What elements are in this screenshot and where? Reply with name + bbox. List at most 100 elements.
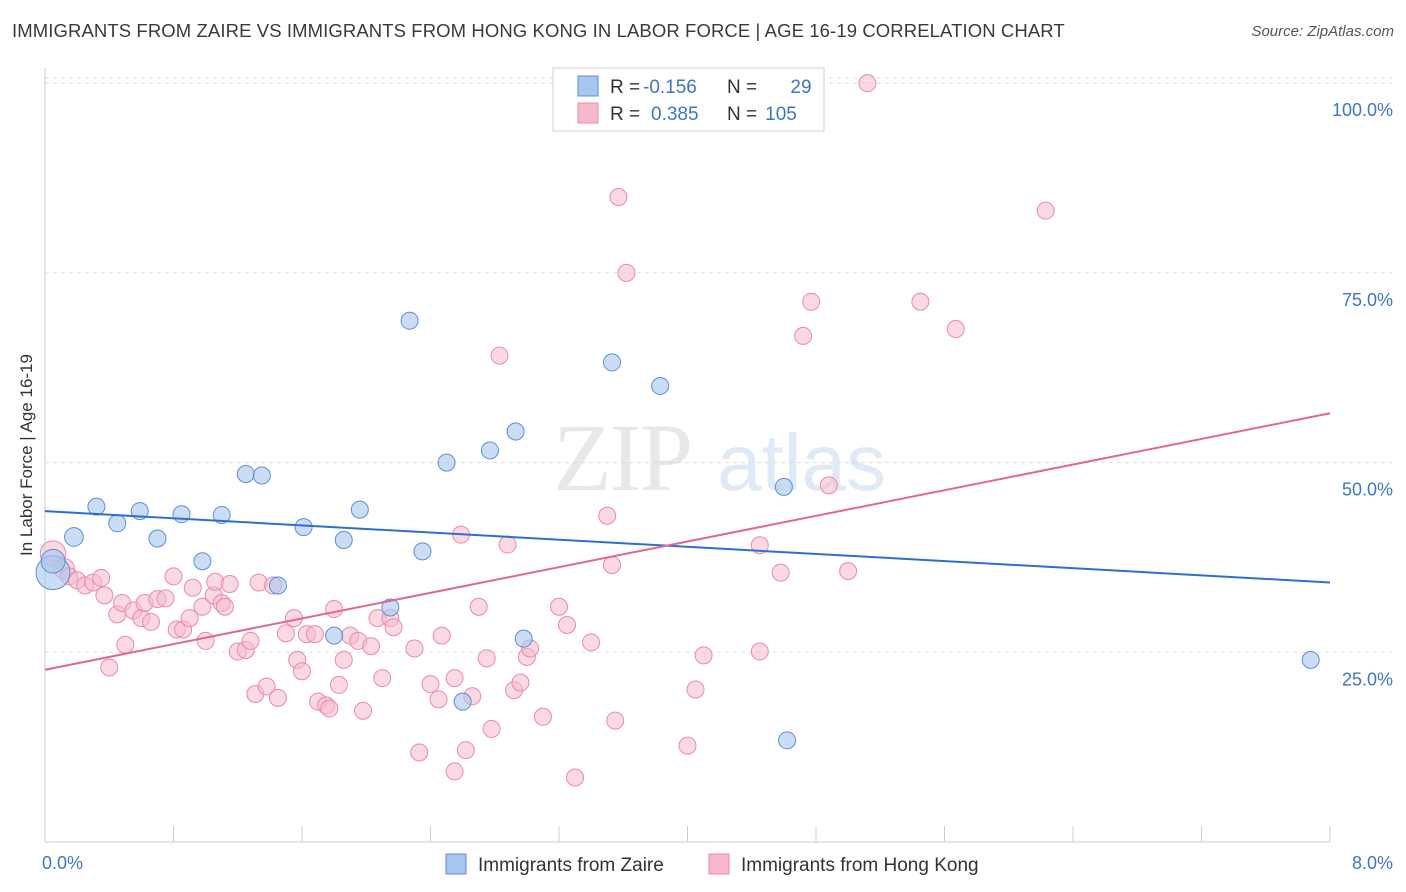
data-point-hk (558, 615, 577, 634)
data-point-zaire (480, 441, 499, 460)
legend-swatch-hk (577, 102, 599, 124)
data-point-hk (183, 578, 202, 597)
data-point-zaire (651, 376, 670, 395)
y-axis-label: In Labor Force | Age 16-19 (17, 354, 36, 556)
data-point-hk (92, 568, 111, 587)
data-point-hk (802, 292, 821, 311)
data-point-zaire (40, 548, 66, 574)
data-point-hk (241, 631, 260, 650)
data-point-zaire (64, 527, 84, 547)
legend-r-label-zaire: R = (610, 77, 640, 98)
data-point-hk (193, 597, 212, 616)
y-tick-label: 25.0% (1342, 669, 1393, 689)
data-point-hk (456, 741, 475, 760)
x-tick-label-min: 0.0% (42, 853, 83, 873)
data-point-hk (164, 567, 183, 586)
legend-r-value-zaire: -0.156 (643, 77, 697, 98)
legend-swatch-zaire (577, 75, 599, 97)
data-point-hk (410, 743, 429, 762)
bottom-legend-label-zaire: Immigrants from Zaire (478, 855, 664, 876)
data-point-hk (276, 624, 295, 643)
data-point-hk (445, 762, 464, 781)
data-point-hk (432, 626, 451, 645)
legend-r-label-hk: R = (610, 104, 640, 125)
data-point-zaire (325, 626, 344, 645)
data-point-hk (445, 669, 464, 688)
watermark-zip: ZIP (553, 404, 691, 511)
data-point-hk (750, 536, 769, 555)
data-point-zaire (268, 576, 287, 595)
data-point-hk (603, 556, 622, 575)
data-point-hk (498, 535, 517, 554)
bottom-legend-swatch-hk (708, 853, 730, 875)
data-point-hk (142, 612, 161, 631)
data-point-hk (257, 677, 276, 696)
data-point-hk (421, 675, 440, 694)
data-point-zaire (350, 500, 369, 519)
data-point-hk (268, 688, 287, 707)
y-tick-label: 100.0% (1332, 100, 1393, 120)
series-zaire-points (35, 311, 1320, 750)
data-point-hk (95, 586, 114, 605)
data-point-zaire (778, 731, 797, 750)
data-point-hk (156, 589, 175, 608)
data-point-hk (429, 690, 448, 709)
data-point-hk (839, 562, 858, 581)
data-point-hk (511, 673, 530, 692)
data-point-hk (566, 768, 585, 787)
data-point-hk (354, 701, 373, 720)
axes (44, 68, 1331, 843)
trend-line-hk (44, 412, 1331, 671)
data-point-hk (686, 680, 705, 699)
data-point-hk (609, 188, 628, 206)
data-point-hk (215, 597, 234, 616)
watermark-atlas: atlas (717, 418, 886, 507)
data-point-hk (320, 699, 339, 718)
legend-n-label-hk: N = (727, 104, 757, 125)
y-tick-labels: 25.0% 50.0% 75.0% 100.0% (1332, 100, 1393, 689)
data-point-zaire (294, 518, 313, 537)
data-point-hk (469, 597, 488, 616)
x-tick-label-max: 8.0% (1352, 853, 1393, 873)
data-point-hk (482, 719, 501, 738)
data-point-hk (305, 625, 324, 644)
data-point-hk (405, 639, 424, 658)
data-point-hk (329, 675, 348, 694)
data-point-hk (550, 597, 568, 616)
trend-lines (44, 412, 1331, 671)
data-point-zaire (381, 598, 400, 617)
legend-r-value-hk: 0.385 (651, 104, 699, 125)
series-hong-kong-points (39, 74, 1055, 787)
data-point-hk (694, 646, 713, 665)
legend-n-value-hk: 105 (765, 104, 797, 125)
data-point-hk (533, 707, 552, 726)
data-point-zaire (774, 477, 793, 496)
correlation-legend: R = -0.156 N = 29 R = 0.385 N = 105 (552, 67, 825, 132)
trend-line-zaire (44, 510, 1331, 584)
data-point-hk (100, 658, 119, 677)
data-point-hk (334, 650, 353, 669)
data-point-hk (180, 609, 199, 628)
data-point-hk (598, 506, 617, 525)
data-point-zaire (1301, 650, 1320, 669)
data-point-hk (490, 346, 509, 365)
data-point-hk (819, 476, 838, 495)
data-point-zaire (437, 453, 456, 472)
data-point-hk (946, 320, 965, 339)
bottom-legend-label-hk: Immigrants from Hong Kong (741, 855, 979, 876)
legend-n-label-zaire: N = (727, 77, 757, 98)
legend-n-value-zaire: 29 (790, 77, 811, 98)
x-tick-labels: 0.0% 8.0% (42, 853, 1393, 873)
data-point-hk (116, 635, 135, 654)
data-point-zaire (252, 466, 271, 485)
data-point-hk (771, 563, 790, 582)
data-point-zaire (236, 464, 255, 483)
data-point-hk (325, 600, 344, 619)
y-tick-label: 75.0% (1342, 290, 1393, 310)
chart-title: IMMIGRANTS FROM ZAIRE VS IMMIGRANTS FROM… (12, 20, 1065, 41)
data-point-hk (362, 637, 381, 656)
data-point-hk (911, 292, 930, 311)
data-point-hk (1036, 201, 1055, 220)
data-point-hk (220, 575, 239, 593)
data-point-hk (582, 633, 601, 652)
